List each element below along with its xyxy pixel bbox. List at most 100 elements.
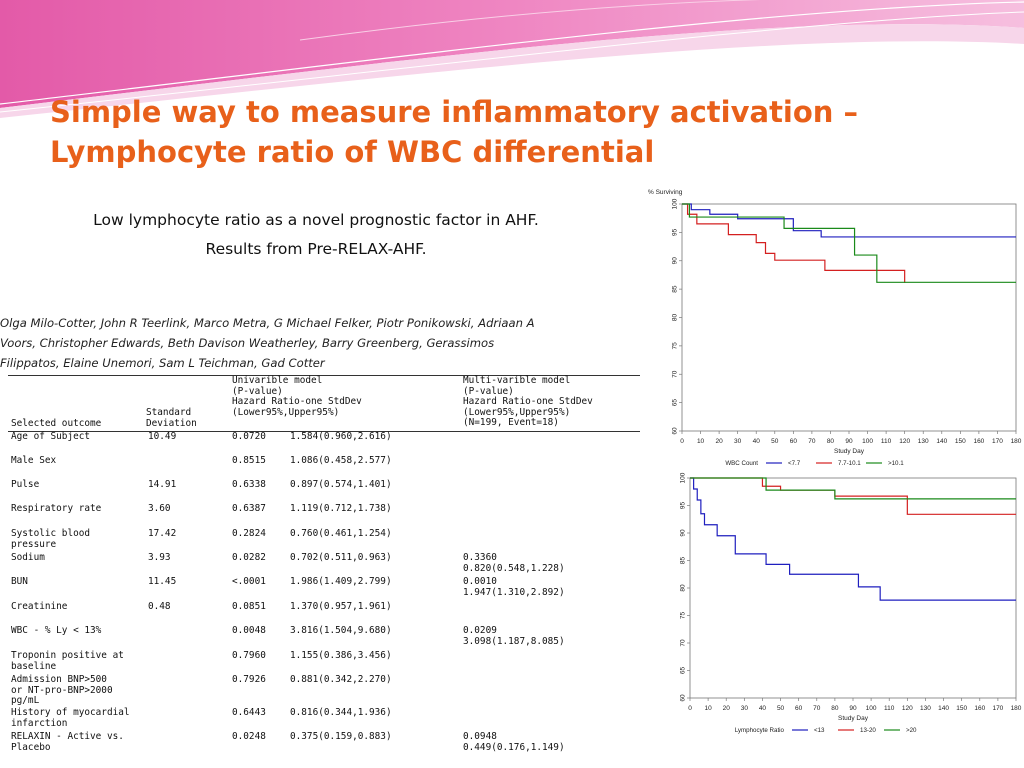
table-rule bbox=[8, 375, 640, 376]
header-selected-outcome: Selected outcome bbox=[11, 417, 102, 429]
y-tick-label: 75 bbox=[680, 612, 687, 620]
outcome-label: pg/mL bbox=[11, 695, 40, 706]
univariable-p-value: 0.7926 bbox=[232, 674, 266, 685]
univariable-hazard-ratio: 1.155(0.386,3.456) bbox=[290, 650, 392, 661]
x-tick-label: 120 bbox=[902, 705, 913, 712]
sd-value: 14.91 bbox=[148, 479, 177, 490]
plot-frame bbox=[681, 203, 1017, 432]
header-multivariable: Multi-varible model bbox=[463, 375, 571, 386]
x-tick-label: 0 bbox=[680, 438, 684, 445]
slide-title-line: Simple way to measure inflammatory activ… bbox=[50, 95, 859, 129]
y-tick-label: 65 bbox=[672, 399, 679, 407]
x-tick-label: 70 bbox=[813, 705, 821, 712]
univariable-hazard-ratio: 1.584(0.960,2.616) bbox=[290, 431, 392, 442]
x-tick-label: 150 bbox=[956, 705, 967, 712]
x-tick-label: 90 bbox=[849, 705, 857, 712]
legend-label: <7.7 bbox=[788, 460, 801, 467]
series-line bbox=[690, 477, 1016, 500]
y-tick-label: 90 bbox=[672, 257, 679, 265]
legend: WBC Count <7.7 7.7-10.1 >10.1 bbox=[725, 460, 904, 467]
paper-authors: Olga Milo-Cotter, John R Teerlink, Marco… bbox=[0, 313, 640, 373]
author-line: Filippatos, Elaine Unemori, Sam L Teichm… bbox=[0, 356, 325, 370]
x-tick-label: 60 bbox=[790, 438, 798, 445]
x-tick-label: 40 bbox=[753, 438, 761, 445]
series-line bbox=[682, 203, 1016, 238]
km-chart-wbc-count: 0 10 20 30 40 50 60 70 80 90 100 110 120 130 140 150 160… bbox=[640, 184, 1024, 480]
slide-title-line: Lymphocyte ratio of WBC differential bbox=[50, 135, 655, 169]
univariable-p-value: 0.6443 bbox=[232, 707, 266, 718]
x-tick-label: 180 bbox=[1011, 438, 1022, 445]
legend-title: Lymphocyte Ratio bbox=[735, 727, 785, 734]
multivariable-value: 0.0948 bbox=[463, 731, 497, 742]
legend: Lymphocyte Ratio <13 13-20 >20 bbox=[735, 727, 917, 734]
legend-label: >20 bbox=[906, 727, 917, 734]
univariable-p-value: 0.7960 bbox=[232, 650, 266, 661]
sd-value: 10.49 bbox=[148, 431, 177, 442]
univariable-p-value: 0.0248 bbox=[232, 731, 266, 742]
km-chart-lymphocyte-ratio: 0 10 20 30 40 50 60 70 80 90 100 110 120 130 140 150 160… bbox=[650, 466, 1024, 752]
outcome-label: Male Sex bbox=[11, 455, 57, 466]
y-tick-label: 90 bbox=[680, 529, 687, 537]
header-multivariable: (Lower95%,Upper95%) bbox=[463, 406, 571, 418]
x-tick-label: 30 bbox=[741, 705, 749, 712]
univariable-hazard-ratio: 3.816(1.504,9.680) bbox=[290, 625, 392, 636]
outcome-label: Creatinine bbox=[11, 601, 68, 612]
multivariable-value: 0.3360 bbox=[463, 552, 497, 563]
outcome-label: BUN bbox=[11, 576, 28, 587]
outcome-label: Troponin positive at bbox=[11, 650, 124, 661]
outcome-label: Respiratory rate bbox=[11, 503, 102, 514]
x-tick-label: 0 bbox=[688, 705, 692, 712]
y-tick-label: 70 bbox=[680, 639, 687, 647]
decorative-banner bbox=[0, 0, 1024, 118]
outcome-label: or NT-pro-BNP>2000 bbox=[11, 684, 113, 696]
x-tick-label: 100 bbox=[862, 438, 873, 445]
x-tick-label: 140 bbox=[938, 705, 949, 712]
series-line bbox=[690, 477, 1016, 601]
slide-title: Simple way to measure inflammatory activ… bbox=[50, 92, 1010, 172]
x-tick-label: 180 bbox=[1011, 705, 1022, 712]
x-tick-label: 140 bbox=[936, 438, 947, 445]
x-tick-label: 40 bbox=[759, 705, 767, 712]
y-tick-label: 85 bbox=[680, 557, 687, 565]
univariable-hazard-ratio: 0.897(0.574,1.401) bbox=[290, 479, 392, 490]
multivariable-value: 3.098(1.187,8.085) bbox=[463, 635, 565, 647]
author-line: Voors, Christopher Edwards, Beth Davison… bbox=[0, 336, 495, 350]
x-tick-label: 160 bbox=[974, 705, 985, 712]
header-multivariable: (P-value) bbox=[463, 385, 514, 397]
univariable-p-value: 0.0282 bbox=[232, 552, 266, 563]
multivariable-value: 0.0209 bbox=[463, 625, 497, 636]
legend-title: WBC Count bbox=[725, 460, 758, 467]
sd-value: 17.42 bbox=[148, 528, 177, 539]
x-tick-label: 110 bbox=[884, 705, 895, 712]
y-tick-label: 60 bbox=[672, 427, 679, 435]
y-tick-label: 60 bbox=[680, 694, 687, 702]
univariable-p-value: 0.6338 bbox=[232, 479, 266, 490]
header-standard-deviation: Standard bbox=[146, 407, 192, 418]
univariable-hazard-ratio: 0.816(0.344,1.936) bbox=[290, 707, 392, 718]
x-tick-label: 130 bbox=[918, 438, 929, 445]
y-tick-label: 75 bbox=[672, 342, 679, 350]
x-tick-label: 130 bbox=[920, 705, 931, 712]
y-tick-label: 70 bbox=[672, 370, 679, 378]
x-tick-label: 50 bbox=[777, 705, 785, 712]
univariable-p-value: 0.6387 bbox=[232, 503, 266, 514]
y-tick-label: 80 bbox=[672, 314, 679, 322]
y-tick-label: 95 bbox=[680, 502, 687, 510]
multivariable-value: 0.449(0.176,1.149) bbox=[463, 741, 565, 753]
x-tick-label: 90 bbox=[845, 438, 853, 445]
series-line bbox=[690, 477, 1016, 515]
outcome-label: Age of Subject bbox=[11, 431, 91, 442]
x-tick-label: 50 bbox=[771, 438, 779, 445]
x-tick-label: 110 bbox=[881, 438, 892, 445]
univariable-hazard-ratio: 1.986(1.409,2.799) bbox=[290, 576, 392, 587]
header-multivariable: Hazard Ratio-one StdDev bbox=[463, 396, 593, 407]
x-tick-label: 120 bbox=[899, 438, 910, 445]
univariable-hazard-ratio: 1.119(0.712,1.738) bbox=[290, 503, 392, 514]
km-chart-lymphocyte-ratio-svg: 0 10 20 30 40 50 60 70 80 90 100 110 120 130 140 150 160… bbox=[680, 472, 1022, 734]
x-tick-label: 100 bbox=[866, 705, 877, 712]
y-tick-label: 100 bbox=[680, 472, 687, 483]
outcome-label: Admission BNP>500 bbox=[11, 674, 107, 685]
x-tick-label: 20 bbox=[715, 438, 723, 445]
sd-value: 3.60 bbox=[148, 503, 171, 514]
legend-label: 13-20 bbox=[860, 727, 876, 734]
